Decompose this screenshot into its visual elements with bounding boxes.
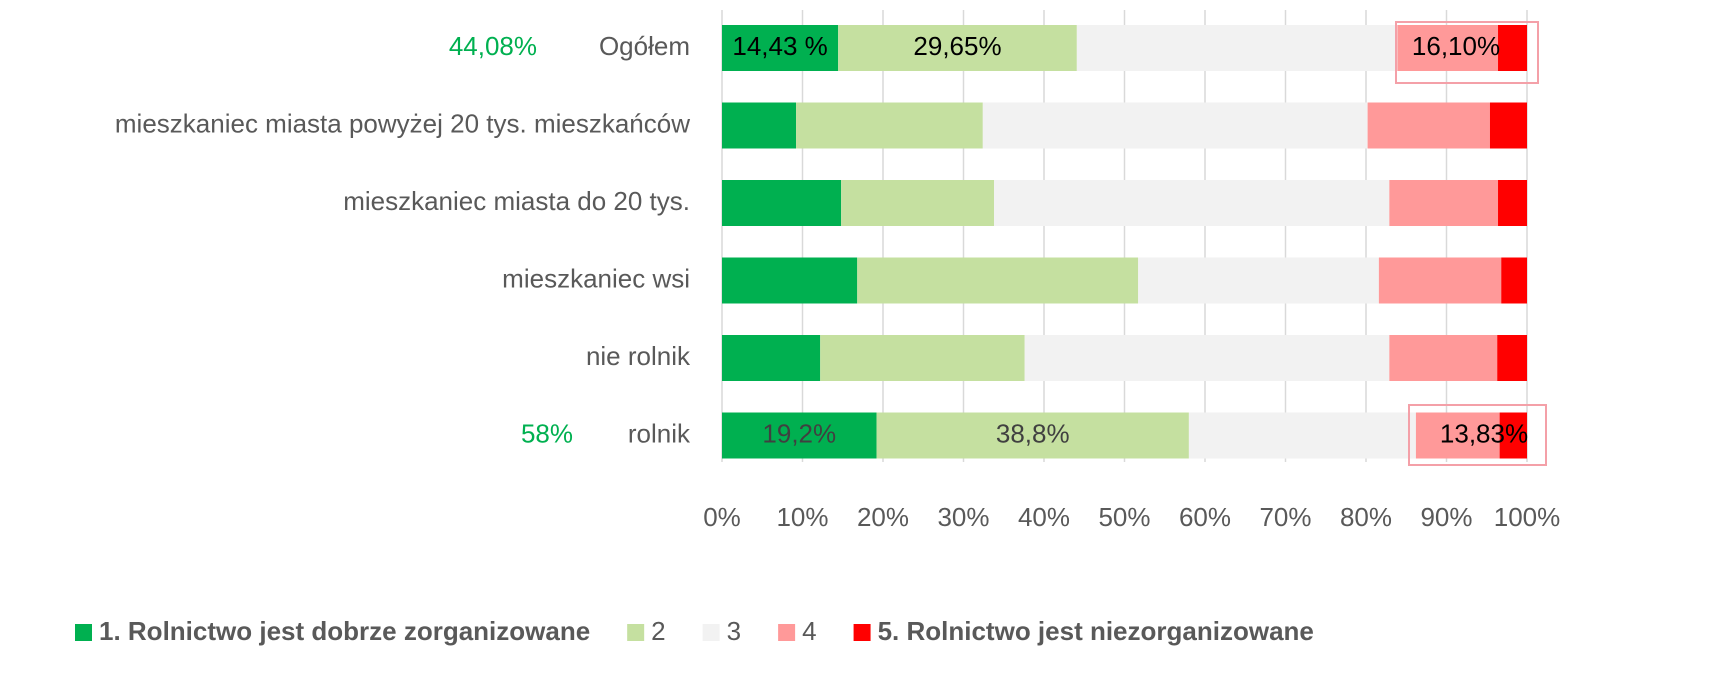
legend-label: 4 [802,616,816,646]
bar-segment [722,25,839,71]
bar-segment [994,180,1390,226]
bar-segment [1138,257,1379,304]
legend-marker [853,624,871,641]
data-label: 29,65% [913,31,1001,61]
bar-segment [1415,412,1500,459]
bar-segment [1498,25,1527,71]
annotation: 13,83% [1440,418,1528,448]
bar-segment [1076,25,1398,71]
bar-segment [876,412,1189,459]
bar-segment [857,257,1139,304]
x-tick-label: 40% [1018,502,1070,532]
bar-segment [1489,102,1527,149]
bar-segment [1499,412,1527,459]
x-tick-label: 10% [776,502,828,532]
annotation-box [1395,21,1539,84]
annotation: 16,10% [1412,31,1500,61]
bar-segment [1367,102,1490,149]
bar-segment [820,335,1025,381]
x-tick-label: 100% [1494,502,1561,532]
legend-label: 5. Rolnictwo jest niezorganizowane [878,616,1314,646]
bar-segment [1389,335,1498,381]
legend-marker [627,624,645,641]
bar-segment [982,102,1368,149]
x-tick-label: 0% [703,502,741,532]
data-label: 38,8% [996,418,1070,448]
bar-segment [1024,335,1390,381]
annotation: 44,08% [449,31,537,61]
bar-segment [841,180,995,226]
category-label: mieszkaniec miasta powyżej 20 tys. miesz… [115,108,690,138]
annotation-box [1408,404,1547,466]
category-label: nie rolnik [586,341,691,371]
bar-segment [1188,412,1416,459]
bar-segment [722,180,842,226]
x-tick-label: 30% [937,502,989,532]
x-tick-label: 80% [1340,502,1392,532]
annotation: 58% [521,418,573,448]
bar-segment [796,102,983,149]
x-tick-label: 90% [1420,502,1472,532]
data-label: 19,2% [762,418,836,448]
legend-marker [702,624,720,641]
category-label: mieszkaniec miasta do 20 tys. [343,186,690,216]
legend-marker [75,624,92,641]
legend-label: 2 [651,616,665,646]
bar-segment [838,25,1077,71]
x-tick-label: 60% [1179,502,1231,532]
legend-label: 3 [727,616,741,646]
bar-segment [1397,25,1499,71]
bar-segment [1378,257,1502,304]
bar-segment [722,412,877,459]
x-tick-label: 70% [1259,502,1311,532]
bar-segment [1389,180,1499,226]
bar-segment [1497,335,1527,381]
x-tick-label: 50% [1098,502,1150,532]
bar-segment [1501,257,1527,304]
data-label: 14,43 % [732,31,827,61]
legend-label: 1. Rolnictwo jest dobrze zorganizowane [99,616,590,646]
legend-marker [778,624,796,641]
bar-segment [722,335,821,381]
category-label: mieszkaniec wsi [502,263,690,293]
bar-segment [722,257,858,304]
bar-segment [722,102,797,149]
category-label: rolnik [628,418,691,448]
category-label: Ogółem [599,31,690,61]
bar-segment [1498,180,1527,226]
x-tick-label: 20% [857,502,909,532]
